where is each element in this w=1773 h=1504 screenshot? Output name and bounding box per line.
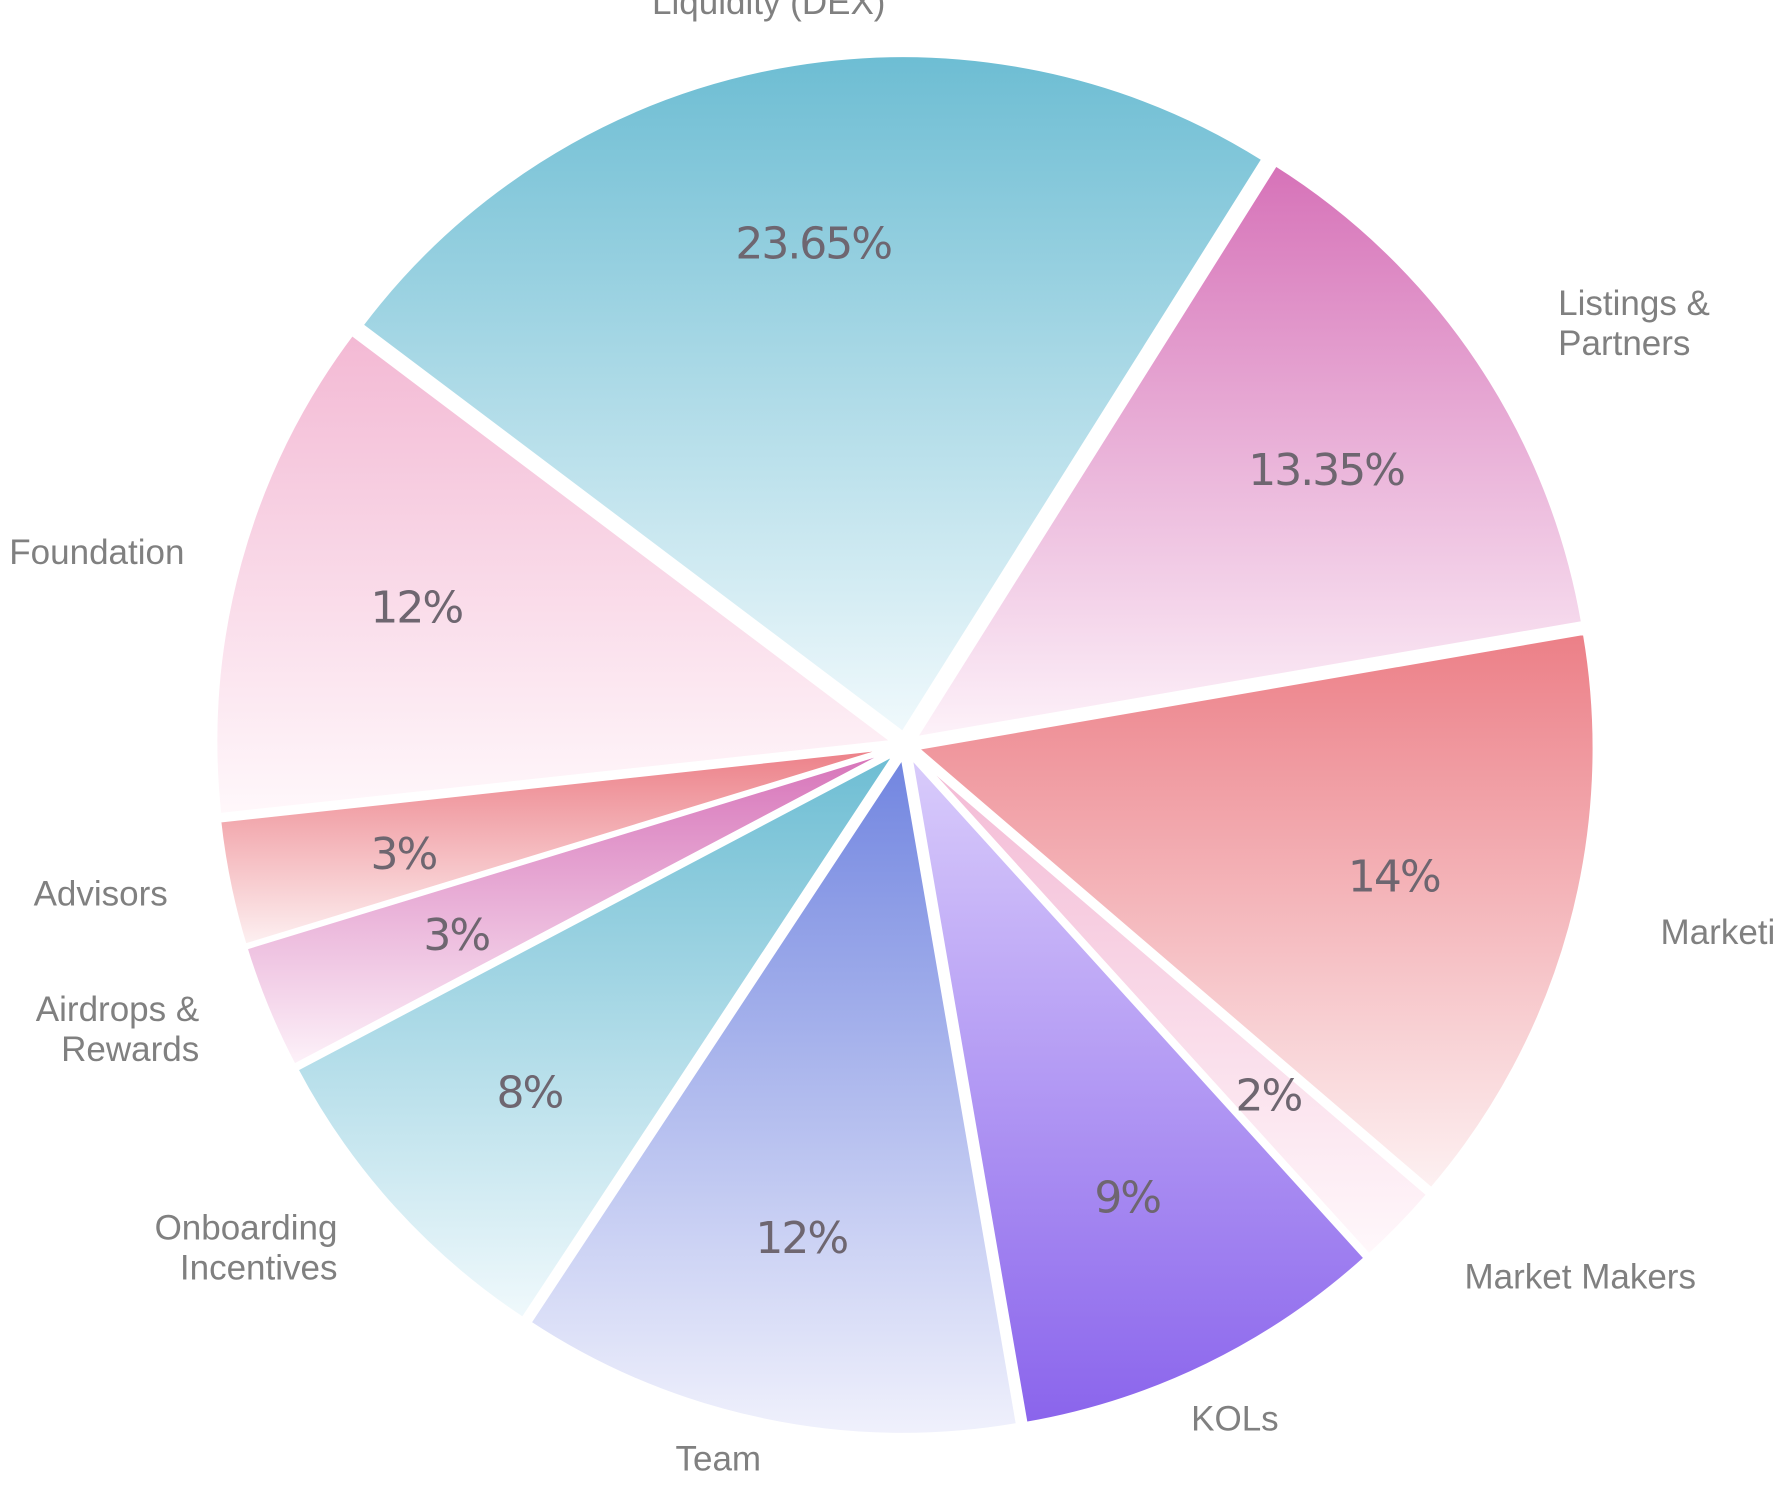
slice-category-label: Market Makers (1465, 1258, 1696, 1297)
slice-category-label: Team (676, 1440, 762, 1479)
pie-slice (243, 747, 895, 1069)
slice-percent-label: 2% (1236, 1070, 1302, 1121)
slice-percent-label: 3% (371, 829, 437, 880)
slice-percent-label: 14% (1348, 852, 1440, 903)
pie-slice (217, 745, 894, 949)
pie-slice (293, 751, 898, 1322)
slice-percent-label: 12% (755, 1213, 847, 1264)
pie-slice (213, 330, 899, 818)
pie-slice (912, 630, 1597, 1193)
slice-percent-label: 8% (497, 1068, 563, 1119)
slice-percent-label: 12% (370, 582, 462, 633)
slice-category-label: Onboarding Incentives (155, 1209, 338, 1288)
slices-layer (213, 53, 1597, 1437)
slice-percent-label: 13.35% (1248, 445, 1404, 496)
slice-percent-label: 9% (1094, 1173, 1160, 1224)
slice-category-label: Marketing (1661, 913, 1773, 952)
slice-category-label: KOLs (1191, 1400, 1279, 1439)
slice-category-label: Airdrops & Rewards (36, 990, 199, 1069)
labels-layer: 23.65% Liquidity (DEX) 13.35% Listings & Par… (9, 0, 1773, 1479)
slice-percent-label: 3% (423, 910, 489, 961)
pie-slice (358, 53, 1267, 737)
slice-category-label: Listings & Partners (1558, 284, 1710, 363)
pie-slice (910, 161, 1586, 742)
slice-category-label: Advisors (34, 875, 168, 914)
slice-percent-label: 23.65% (735, 218, 891, 269)
slice-category-label: Liquidity (DEX) (652, 0, 885, 22)
pie-slice (907, 749, 1369, 1427)
pie-slice (912, 751, 1432, 1259)
pie-slice (526, 751, 1021, 1437)
slice-category-label: Foundation (9, 533, 184, 572)
